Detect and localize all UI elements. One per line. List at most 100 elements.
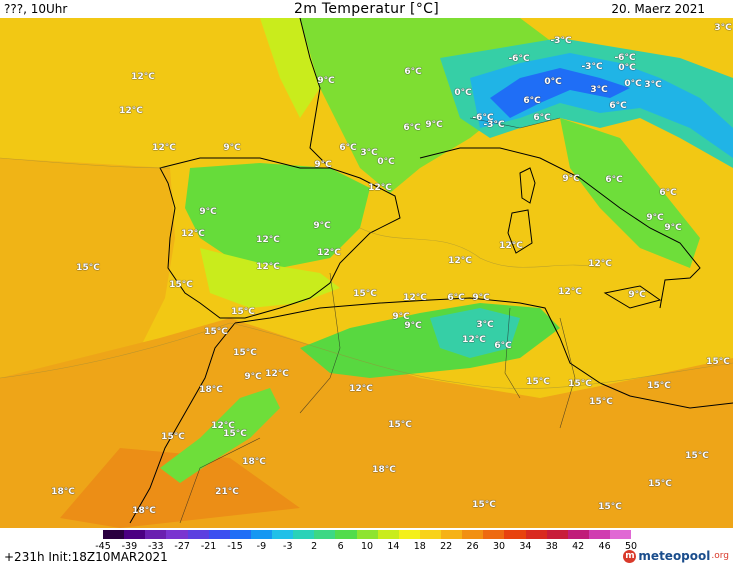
scale-swatch	[293, 530, 315, 539]
scale-tick-label: 46	[598, 541, 611, 552]
scale-swatch	[250, 530, 272, 539]
temperature-label: 12°C	[588, 259, 612, 269]
scale-tick-label: 22	[440, 541, 453, 552]
temperature-label: 6°C	[605, 175, 623, 185]
africa-coast	[234, 297, 733, 409]
corsica-outline	[519, 167, 536, 204]
temperature-label: 0°C	[624, 79, 642, 89]
scale-tick-label: 10	[360, 541, 374, 552]
temperature-label: 12°C	[256, 235, 280, 245]
scale-tick-label: -3	[283, 541, 293, 552]
meteopool-logo[interactable]: m meteopool .org	[623, 547, 729, 565]
italy-green-zone	[560, 118, 700, 268]
scale-swatch	[504, 530, 526, 539]
scale-tick-label: -45	[95, 541, 111, 552]
temperature-label: 3°C	[360, 148, 378, 158]
temperature-label: 9°C	[664, 223, 682, 233]
temperature-label: 9°C	[646, 213, 664, 223]
temperature-label: 15°C	[223, 429, 247, 439]
temperature-label: 15°C	[472, 500, 496, 510]
logo-icon: m	[623, 549, 637, 563]
temperature-label: -3°C	[550, 36, 572, 46]
temperature-label: 3°C	[714, 23, 732, 33]
sicily-outline	[603, 285, 662, 309]
scale-tick-label: 18	[413, 541, 426, 552]
scale-swatch	[166, 530, 188, 539]
scale-swatch	[419, 530, 441, 539]
temperature-label: 9°C	[392, 312, 410, 322]
forecast-date: 20. Maerz 2021	[611, 2, 705, 16]
temperature-label: 12°C	[181, 229, 205, 239]
logo-text: meteopool	[638, 549, 711, 563]
temperature-label: 6°C	[403, 123, 421, 133]
scale-swatch	[356, 530, 378, 539]
temperature-label: 15°C	[685, 451, 709, 461]
temperature-label: 21°C	[215, 487, 239, 497]
alps-deep-blue-zone	[490, 68, 630, 118]
scale-tick-label: 6	[337, 541, 344, 552]
scale-tick-label: 30	[492, 541, 506, 552]
scale-tick-label: -15	[227, 541, 243, 552]
scale-swatch	[335, 530, 357, 539]
temperature-label: 6°C	[523, 96, 541, 106]
south-atlas-zone	[160, 388, 280, 483]
run-info: +231h Init:18Z10MAR2021	[4, 550, 168, 564]
scale-swatch	[272, 530, 294, 539]
italy-coast	[419, 147, 701, 309]
temperature-label: 15°C	[647, 381, 671, 391]
temperature-label: 15°C	[589, 397, 613, 407]
scale-tick-label: -27	[174, 541, 190, 552]
temperature-label: 3°C	[476, 320, 494, 330]
scale-swatch	[398, 530, 420, 539]
morocco-coast	[129, 322, 236, 524]
temperature-label: 9°C	[223, 143, 241, 153]
temperature-label: -3°C	[483, 120, 505, 130]
temperature-label: 9°C	[628, 290, 646, 300]
temperature-label: 15°C	[161, 432, 185, 442]
temperature-label: 9°C	[199, 207, 217, 217]
temperature-label: 6°C	[404, 67, 422, 77]
temperature-label: 0°C	[544, 77, 562, 87]
scale-swatch	[314, 530, 336, 539]
temperature-label: 12°C	[131, 72, 155, 82]
temperature-label: 9°C	[404, 321, 422, 331]
temperature-label: 18°C	[242, 457, 266, 467]
temperature-label: 15°C	[233, 348, 257, 358]
temperature-label: -6°C	[614, 53, 636, 63]
temperature-label: 9°C	[313, 221, 331, 231]
map-title: 2m Temperatur [°C]	[294, 1, 439, 17]
temperature-label: -3°C	[581, 62, 603, 72]
scale-tick-label: 34	[519, 541, 532, 552]
iberia-coast	[159, 157, 401, 319]
temperature-label: 0°C	[377, 157, 395, 167]
scale-swatch	[525, 530, 547, 539]
temperature-label: 12°C	[403, 293, 427, 303]
temperature-label: 12°C	[317, 248, 341, 258]
scale-tick-label: 14	[387, 541, 400, 552]
temperature-label: 12°C	[211, 421, 235, 431]
scale-swatch	[103, 530, 125, 539]
atlas-teal-zone	[430, 308, 520, 358]
temperature-label: 3°C	[644, 80, 662, 90]
temperature-label: 18°C	[372, 465, 396, 475]
temperature-label: 12°C	[349, 384, 373, 394]
temperature-label: 12°C	[368, 183, 392, 193]
temperature-label: 12°C	[152, 143, 176, 153]
temperature-label: 15°C	[388, 420, 412, 430]
scale-tick-label: 42	[572, 541, 585, 552]
temperature-label: 12°C	[462, 335, 486, 345]
temperature-label: 12°C	[448, 256, 472, 266]
temperature-label: 12°C	[119, 106, 143, 116]
logo-suffix: .org	[711, 551, 729, 561]
france-coast	[299, 18, 331, 169]
temperature-label: 3°C	[590, 85, 608, 95]
temperature-label: 15°C	[353, 289, 377, 299]
scale-tick-label: 26	[466, 541, 479, 552]
temperature-label: 12°C	[558, 287, 582, 297]
temperature-label: 18°C	[51, 487, 75, 497]
scale-swatch	[229, 530, 251, 539]
temperature-label: 15°C	[231, 307, 255, 317]
scale-tick-label: 50	[624, 541, 638, 552]
temperature-label: -6°C	[508, 54, 530, 64]
